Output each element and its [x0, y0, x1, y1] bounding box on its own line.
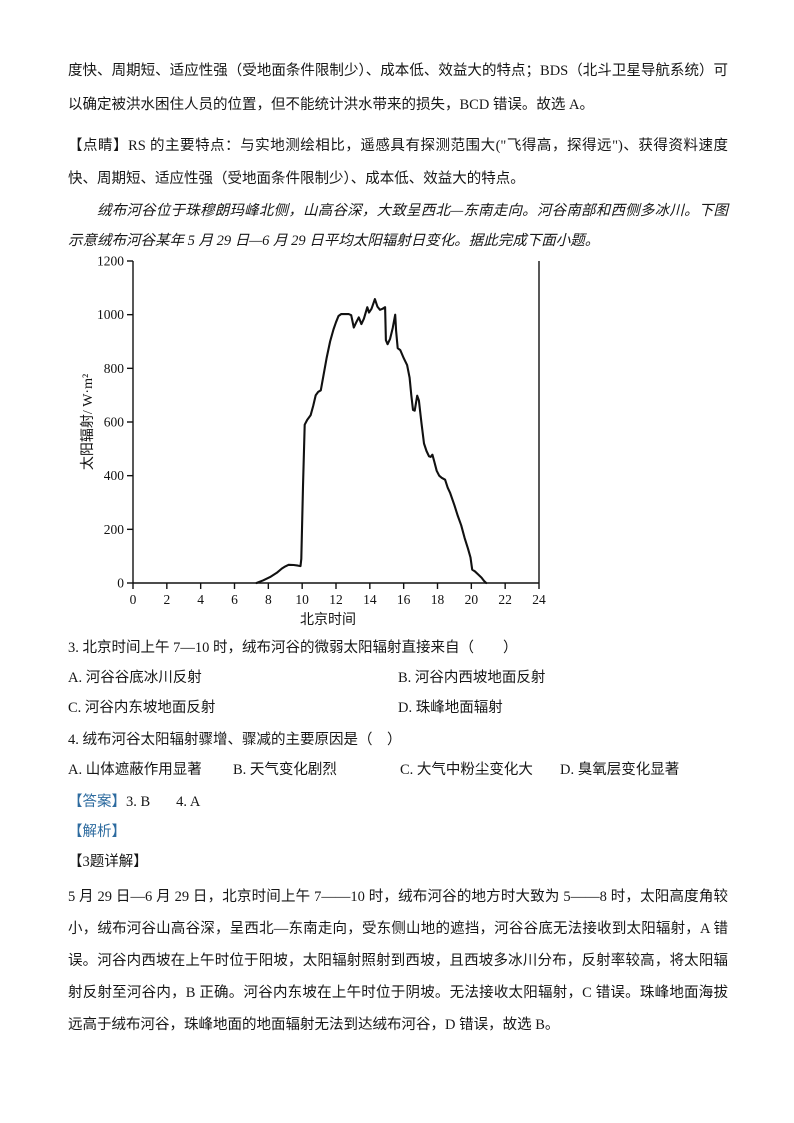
question-4-options: A. 山体遮蔽作用显著 B. 天气变化剧烈 C. 大气中粉尘变化大 D. 臭氧层… — [68, 755, 728, 785]
detail-3-tag: 【3题详解】 — [68, 854, 148, 870]
x-tick-label: 6 — [231, 592, 238, 607]
y-tick-label: 1000 — [97, 307, 124, 322]
x-tick-label: 20 — [465, 592, 479, 607]
y-tick-label: 400 — [104, 468, 125, 483]
answer-q4: 4. A — [176, 794, 201, 810]
y-axis-title: 太阳辐射/ W·m² — [80, 374, 96, 470]
answer-line: 【答案】3. B 4. A — [68, 787, 728, 817]
question-4-stem: 4. 绒布河谷太阳辐射骤增、骤减的主要原因是（ ） — [68, 732, 402, 748]
y-tick-label: 0 — [117, 576, 124, 591]
x-tick-label: 12 — [329, 592, 343, 607]
answer-tag: 【答案】 — [68, 794, 126, 810]
y-tick-label: 800 — [104, 361, 125, 376]
q3-option-d: D. 珠峰地面辐射 — [398, 700, 503, 716]
dianjing-tag: 【点睛】 — [68, 138, 129, 154]
paragraph-question-intro: 绒布河谷位于珠穆朗玛峰北侧，山高谷深，大致呈西北—东南走向。河谷南部和西侧多冰川… — [68, 203, 728, 249]
x-axis-title: 北京时间 — [300, 612, 356, 628]
x-tick-label: 24 — [532, 592, 546, 607]
paragraph-continued-analysis: 度快、周期短、适应性强（受地面条件限制少）、成本低、效益大的特点；BDS（北斗卫… — [68, 63, 728, 113]
y-tick-label: 1200 — [97, 256, 124, 269]
q3-option-a: A. 河谷谷底冰川反射 — [68, 670, 202, 686]
x-tick-label: 18 — [431, 592, 445, 607]
x-tick-label: 22 — [498, 592, 512, 607]
q4-option-b: B. 天气变化剧烈 — [233, 762, 337, 778]
q4-option-a: A. 山体遮蔽作用显著 — [68, 762, 202, 778]
detail-3-paragraph: 5 月 29 日—6 月 29 日，北京时间上午 7——10 时，绒布河谷的地方… — [68, 889, 728, 1033]
question-3-stem: 3. 北京时间上午 7—10 时，绒布河谷的微弱太阳辐射直接来自（ ） — [68, 640, 518, 656]
paragraph-dianjing: 【点睛】RS 的主要特点：与实地测绘相比，遥感具有探测范围大("飞得高，探得远"… — [68, 130, 728, 196]
x-tick-label: 4 — [197, 592, 204, 607]
question-3-options: A. 河谷谷底冰川反射 B. 河谷内西坡地面反射 C. 河谷内东坡地面反射 D.… — [68, 663, 728, 723]
x-tick-label: 14 — [363, 592, 377, 607]
y-tick-label: 200 — [104, 522, 125, 537]
x-tick-label: 8 — [265, 592, 272, 607]
y-tick-label: 600 — [104, 415, 125, 430]
dianjing-text: RS 的主要特点：与实地测绘相比，遥感具有探测范围大("飞得高，探得远")、获得… — [68, 138, 728, 187]
detail-3-heading: 【3题详解】 — [68, 847, 728, 877]
answer-q3: 3. B — [126, 794, 151, 810]
x-tick-label: 10 — [295, 592, 309, 607]
q3-option-c: C. 河谷内东坡地面反射 — [68, 700, 216, 716]
solar-radiation-chart: 0 200 400 600 800 1000 1200 0 2 4 6 8 10 12 14 16 18 20 22… — [78, 256, 728, 631]
x-tick-label: 16 — [397, 592, 411, 607]
analysis-tag: 【解析】 — [68, 824, 126, 840]
radiation-curve — [255, 298, 488, 585]
x-tick-label: 0 — [130, 592, 137, 607]
q3-option-b: B. 河谷内西坡地面反射 — [398, 670, 546, 686]
analysis-line: 【解析】 — [68, 817, 728, 847]
q4-option-d: D. 臭氧层变化显著 — [560, 762, 680, 778]
q4-option-c: C. 大气中粉尘变化大 — [400, 762, 533, 778]
x-tick-label: 2 — [163, 592, 170, 607]
